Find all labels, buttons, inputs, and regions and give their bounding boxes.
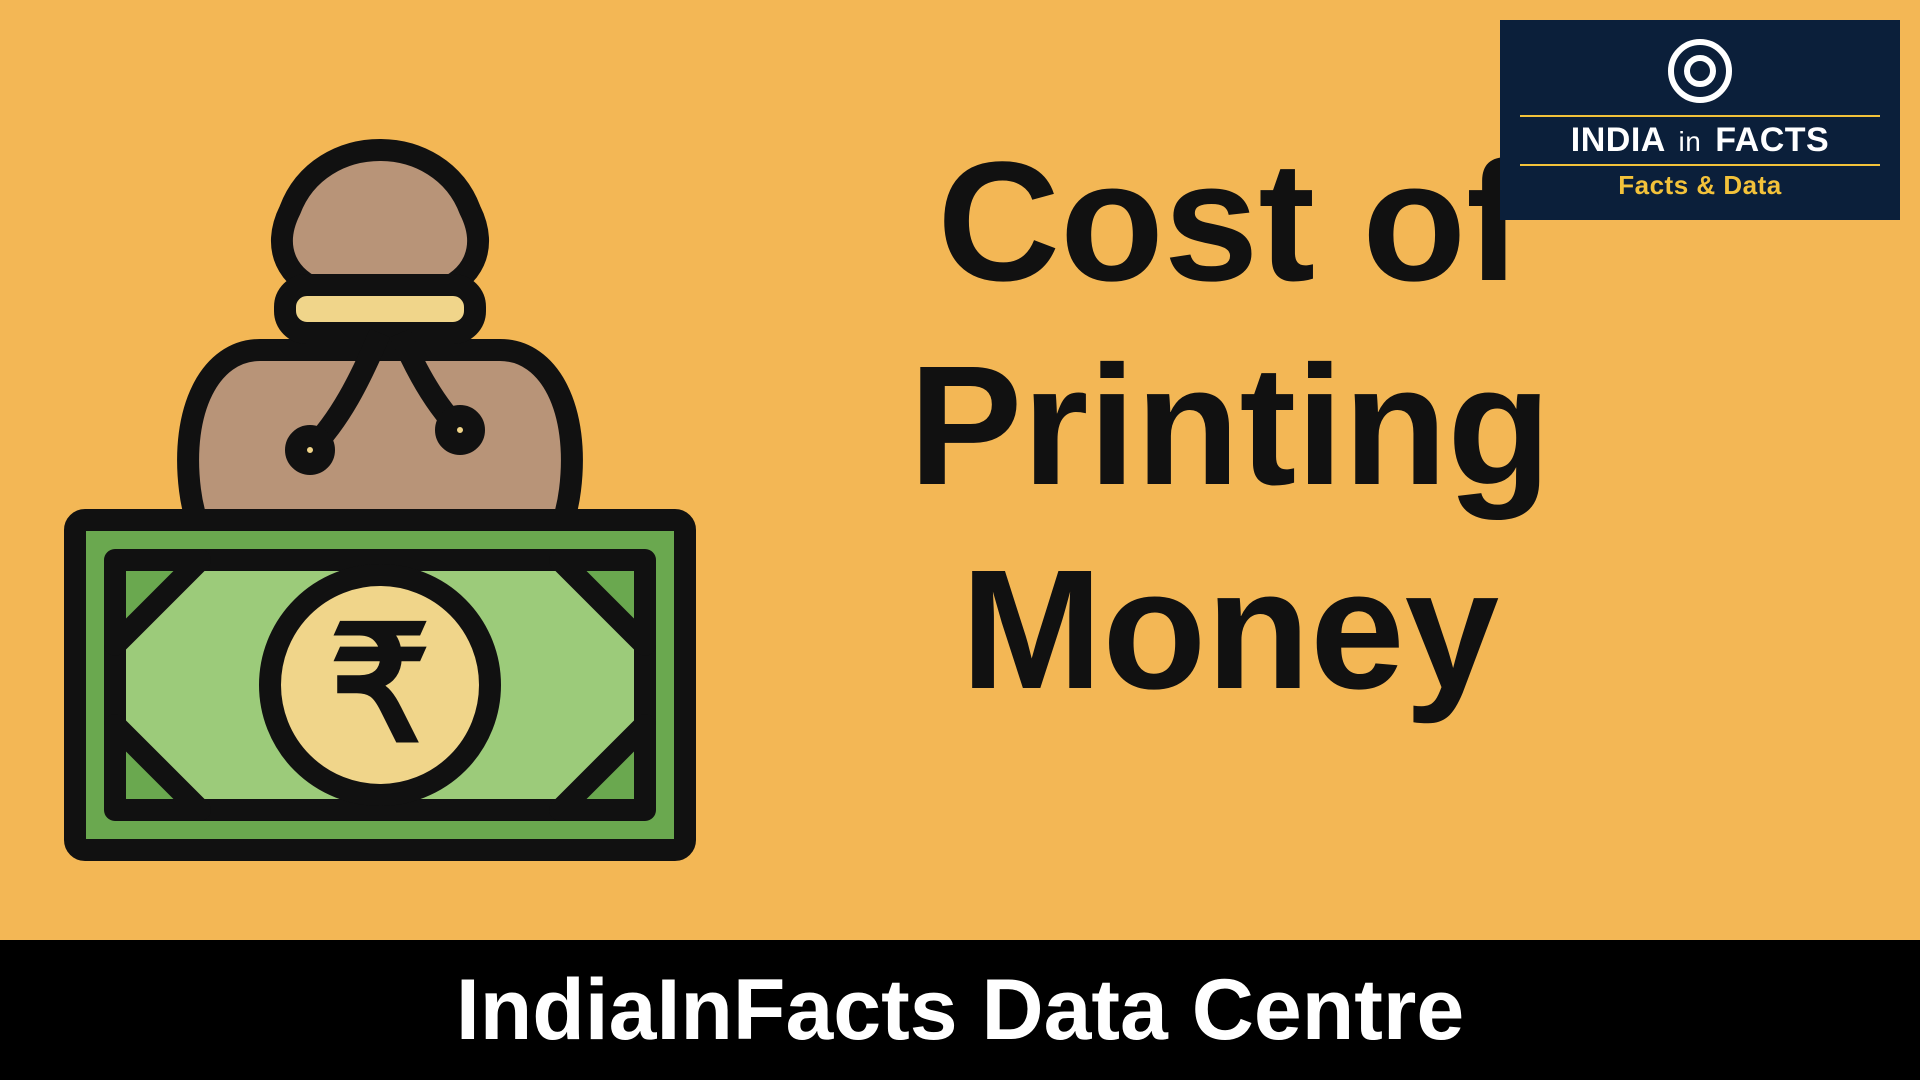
logo-box: INDIA in FACTS Facts & Data (1500, 20, 1900, 220)
logo-title: INDIA in FACTS (1571, 121, 1829, 160)
footer-text: IndiaInFacts Data Centre (456, 961, 1464, 1060)
logo-subtitle: Facts & Data (1618, 170, 1782, 201)
svg-text:₹: ₹ (329, 595, 431, 774)
logo-divider-bottom (1520, 164, 1880, 166)
logo-divider-top (1520, 115, 1880, 117)
logo-title-in: in (1679, 126, 1702, 157)
money-svg: ₹ (60, 90, 700, 870)
main-area: ₹ Cost of Printing Money INDIA in FACTS … (0, 0, 1920, 940)
logo-title-b: FACTS (1715, 121, 1829, 159)
title-line-2: Printing (780, 324, 1680, 528)
logo-circle-icon (1668, 39, 1732, 103)
logo-title-a: INDIA (1571, 121, 1665, 159)
footer-bar: IndiaInFacts Data Centre (0, 940, 1920, 1080)
money-illustration: ₹ (60, 90, 700, 870)
title-line-3: Money (780, 528, 1680, 732)
